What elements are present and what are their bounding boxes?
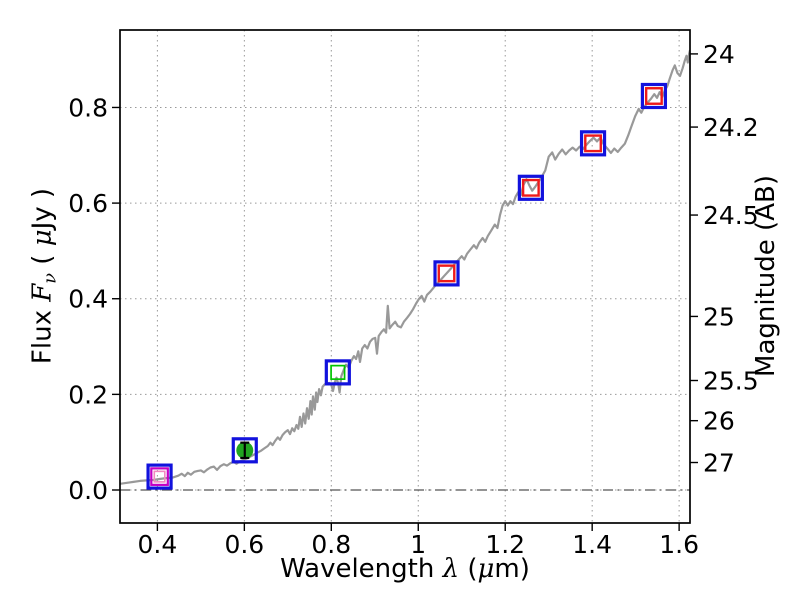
photometry-green-square <box>330 364 346 380</box>
photometry-blue-square <box>433 260 460 287</box>
flux-unit-open: ( <box>27 246 58 273</box>
photometry-blue-square <box>517 174 544 201</box>
y-tick-label-right: 24.2 <box>703 113 759 142</box>
photometry-red-square <box>521 178 540 197</box>
ticks: 0.4 0.6 0.8 1 1.2 1.4 1.6 0.0 0.2 0.4 0.6 0.8 24 24.2… <box>68 40 758 559</box>
left-y-axis-label: Flux Fν ( μJy ) <box>28 188 61 364</box>
flux-label-text: Flux <box>27 301 58 365</box>
xlabel-text: Wavelength <box>280 554 443 584</box>
y-tick-label-left: 0.8 <box>68 93 108 122</box>
y-tick-label-right: 24 <box>703 40 735 69</box>
y-tick-label-right: 25.5 <box>703 367 759 396</box>
x-tick-label: 0.4 <box>138 530 178 559</box>
y-tick-label-left: 0.4 <box>68 285 108 314</box>
photometry-red-square <box>644 87 663 105</box>
magnitude-label-text: Magnitude (AB) <box>751 175 781 377</box>
x-tick-label: 1.6 <box>659 530 699 559</box>
flux-unit-close: Jy ) <box>27 187 58 230</box>
x-tick-label: 0.6 <box>224 530 264 559</box>
photometry-pink-square <box>153 470 166 483</box>
x-tick-label: 1.2 <box>485 530 525 559</box>
y-tick-label-right: 26 <box>703 407 735 436</box>
photometry-blue-square <box>324 359 351 386</box>
photometry-blue-square <box>231 437 258 464</box>
photometry-magenta-square <box>150 467 169 486</box>
flux-F-symbol: F <box>27 283 58 302</box>
y-tick-label-right: 27 <box>703 449 735 478</box>
x-tick-label: 1.4 <box>572 530 612 559</box>
axes-frame <box>119 29 691 524</box>
y-tick-label-right: 25 <box>703 302 735 331</box>
photometry-blue-square <box>640 82 668 110</box>
right-y-axis-label: Magnitude (AB) <box>751 175 781 377</box>
y-tick-label-left: 0.0 <box>68 476 108 505</box>
photometry-blue-square <box>146 463 173 490</box>
x-axis-label: Wavelength λ (μm) <box>120 554 690 584</box>
x-tick-label: 1 <box>410 530 426 559</box>
xlabel-unit-open: ( <box>459 554 478 584</box>
lambda-symbol: λ <box>442 554 460 584</box>
flux-nu-subscript: ν <box>40 272 61 284</box>
x-tick-label: 0.8 <box>311 530 351 559</box>
mu-symbol: μ <box>477 554 495 584</box>
y-tick-label-left: 0.6 <box>68 189 108 218</box>
y-tick-label-left: 0.2 <box>68 380 108 409</box>
photometry-red-square <box>584 134 602 153</box>
xlabel-unit-close: m) <box>494 554 530 584</box>
flux-mu-symbol: μ <box>27 229 58 247</box>
y-tick-label-right: 24.5 <box>703 201 759 230</box>
photometry-blue-square <box>579 130 607 157</box>
photometry-red-square <box>437 264 456 283</box>
grid <box>120 30 690 523</box>
photometry-markers <box>146 82 668 490</box>
